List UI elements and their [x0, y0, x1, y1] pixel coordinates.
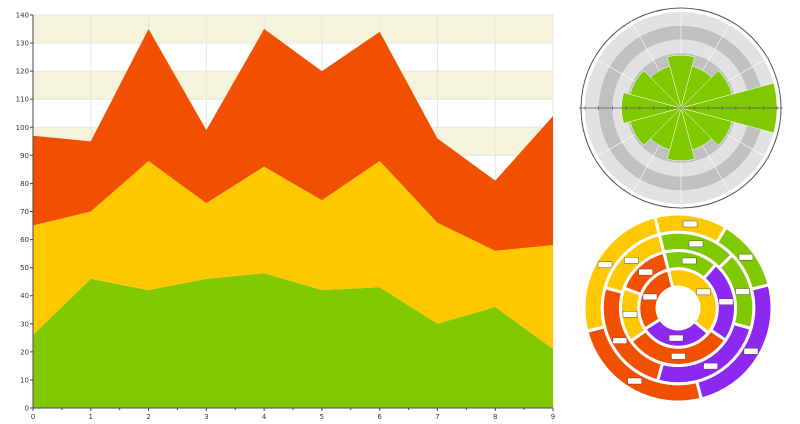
y-tick-label: 40	[20, 292, 29, 300]
donut-data-label	[681, 257, 697, 265]
x-tick-label: 2	[146, 413, 150, 421]
donut-hole	[657, 287, 699, 329]
donut-data-label	[738, 253, 754, 261]
donut-data-label	[638, 268, 653, 276]
polar-bar-0deg	[667, 55, 695, 109]
donut-data-label	[642, 293, 658, 301]
y-tick-label: 20	[20, 348, 29, 356]
donut-data-label	[703, 362, 718, 370]
x-tick-label: 1	[89, 413, 93, 421]
donut-data-label	[682, 220, 698, 228]
y-tick-label: 130	[16, 40, 29, 48]
donut-data-label	[668, 334, 684, 342]
x-tick-label: 6	[377, 413, 382, 421]
x-tick-label: 3	[204, 413, 208, 421]
y-tick-label: 80	[20, 180, 29, 188]
donut-data-label	[743, 348, 759, 355]
donut-data-label	[597, 261, 613, 268]
donut-data-label	[688, 240, 704, 248]
y-tick-label: 50	[20, 264, 29, 272]
donut-data-label	[612, 337, 628, 344]
area-series-3	[33, 29, 553, 251]
x-tick-label: 0	[31, 413, 35, 421]
donut-data-label	[627, 377, 642, 385]
area-series-2	[33, 160, 553, 350]
y-tick-label: 90	[20, 152, 29, 160]
polar-bar-120deg	[680, 107, 733, 146]
polar-bar-180deg	[667, 107, 695, 161]
y-tick-label: 100	[16, 124, 29, 132]
area-series-1	[33, 273, 553, 408]
y-tick-label: 10	[20, 376, 29, 384]
y-tick-label: 140	[16, 12, 29, 20]
donut-data-label	[735, 288, 750, 295]
background-band	[33, 15, 553, 44]
y-tick-label: 60	[20, 236, 29, 244]
x-tick-label: 9	[551, 413, 555, 421]
donut-data-label	[624, 257, 639, 264]
y-tick-label: 30	[20, 320, 29, 328]
y-tick-label: 110	[16, 96, 29, 104]
donut-data-label	[671, 353, 686, 360]
donut-data-label	[622, 311, 638, 318]
x-tick-label: 5	[320, 413, 324, 421]
y-tick-label: 120	[16, 68, 29, 76]
y-tick-label: 70	[20, 208, 29, 216]
polar-bar-330deg	[650, 65, 682, 109]
donut-data-label	[696, 288, 711, 296]
donut-data-label	[718, 298, 734, 305]
x-tick-label: 7	[435, 413, 439, 421]
x-tick-label: 4	[262, 413, 267, 421]
x-tick-label: 8	[493, 413, 497, 421]
y-tick-label: 0	[25, 405, 29, 413]
polar-bar-300deg	[629, 70, 682, 109]
